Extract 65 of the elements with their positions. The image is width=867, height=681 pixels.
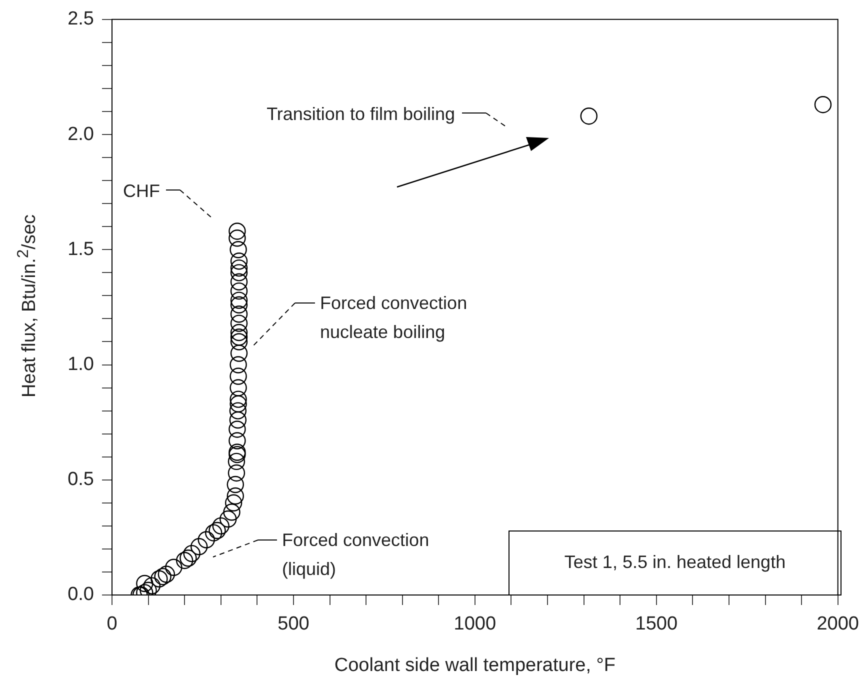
point: [230, 356, 247, 374]
y-tick-label: 0.0: [68, 584, 94, 606]
point: [230, 328, 248, 346]
point: [154, 568, 172, 586]
point: [230, 379, 247, 396]
point: [198, 531, 215, 548]
point: [230, 395, 247, 412]
point: [814, 96, 832, 114]
point: [176, 552, 194, 570]
point: [226, 487, 244, 505]
x-tick-label: 1000: [454, 614, 496, 635]
point: [158, 566, 176, 583]
y-tick-label: 1.0: [68, 354, 94, 375]
annotation: CHF: [123, 180, 160, 201]
point: [229, 411, 247, 429]
x-axis-title: Coolant side wall temperature, °F: [334, 654, 616, 676]
point: [229, 402, 247, 420]
point: [150, 570, 168, 588]
point: [230, 324, 248, 342]
point: [228, 452, 246, 470]
point: [208, 522, 226, 540]
point: [580, 108, 598, 125]
point: [230, 241, 247, 258]
point: [212, 517, 230, 535]
point: [230, 314, 248, 332]
y-tick-label: 2.5: [68, 8, 94, 30]
point: [224, 494, 242, 512]
point: [228, 432, 246, 450]
point: [230, 344, 248, 362]
annotation: Test 1, 5.5 in. heated length: [564, 552, 786, 572]
point: [136, 574, 154, 592]
point: [230, 282, 248, 300]
point: [230, 390, 247, 408]
point: [230, 292, 248, 309]
point: [230, 296, 248, 314]
point: [228, 420, 246, 438]
point: [180, 550, 197, 567]
point: [230, 259, 248, 277]
x-tick-label: 2000: [816, 614, 860, 635]
x-tick-label: 1500: [635, 614, 678, 635]
point: [228, 464, 246, 482]
point: [205, 524, 222, 542]
point: [223, 504, 240, 521]
point: [230, 333, 248, 350]
point: [143, 577, 161, 594]
point: [230, 252, 248, 270]
point: [230, 264, 248, 282]
point: [220, 510, 237, 528]
y-tick-label: 0.5: [68, 469, 94, 490]
annotation: Forced convection (liquid): [282, 530, 430, 579]
annotation: Forced convection nucleate boiling: [320, 292, 468, 342]
point: [228, 230, 246, 247]
y-tick-label: 2.0: [68, 124, 94, 145]
annotation: Transition to film boiling: [266, 104, 455, 124]
point: [165, 558, 182, 576]
point: [226, 476, 244, 494]
x-tick-label: 0: [106, 614, 118, 635]
point: [230, 273, 248, 290]
point: [228, 222, 246, 240]
y-tick-label: 1.5: [68, 238, 94, 260]
point: [230, 306, 248, 323]
point: [183, 544, 200, 562]
point: [190, 538, 208, 556]
point: [230, 368, 247, 385]
x-tick-label: 500: [278, 614, 310, 635]
